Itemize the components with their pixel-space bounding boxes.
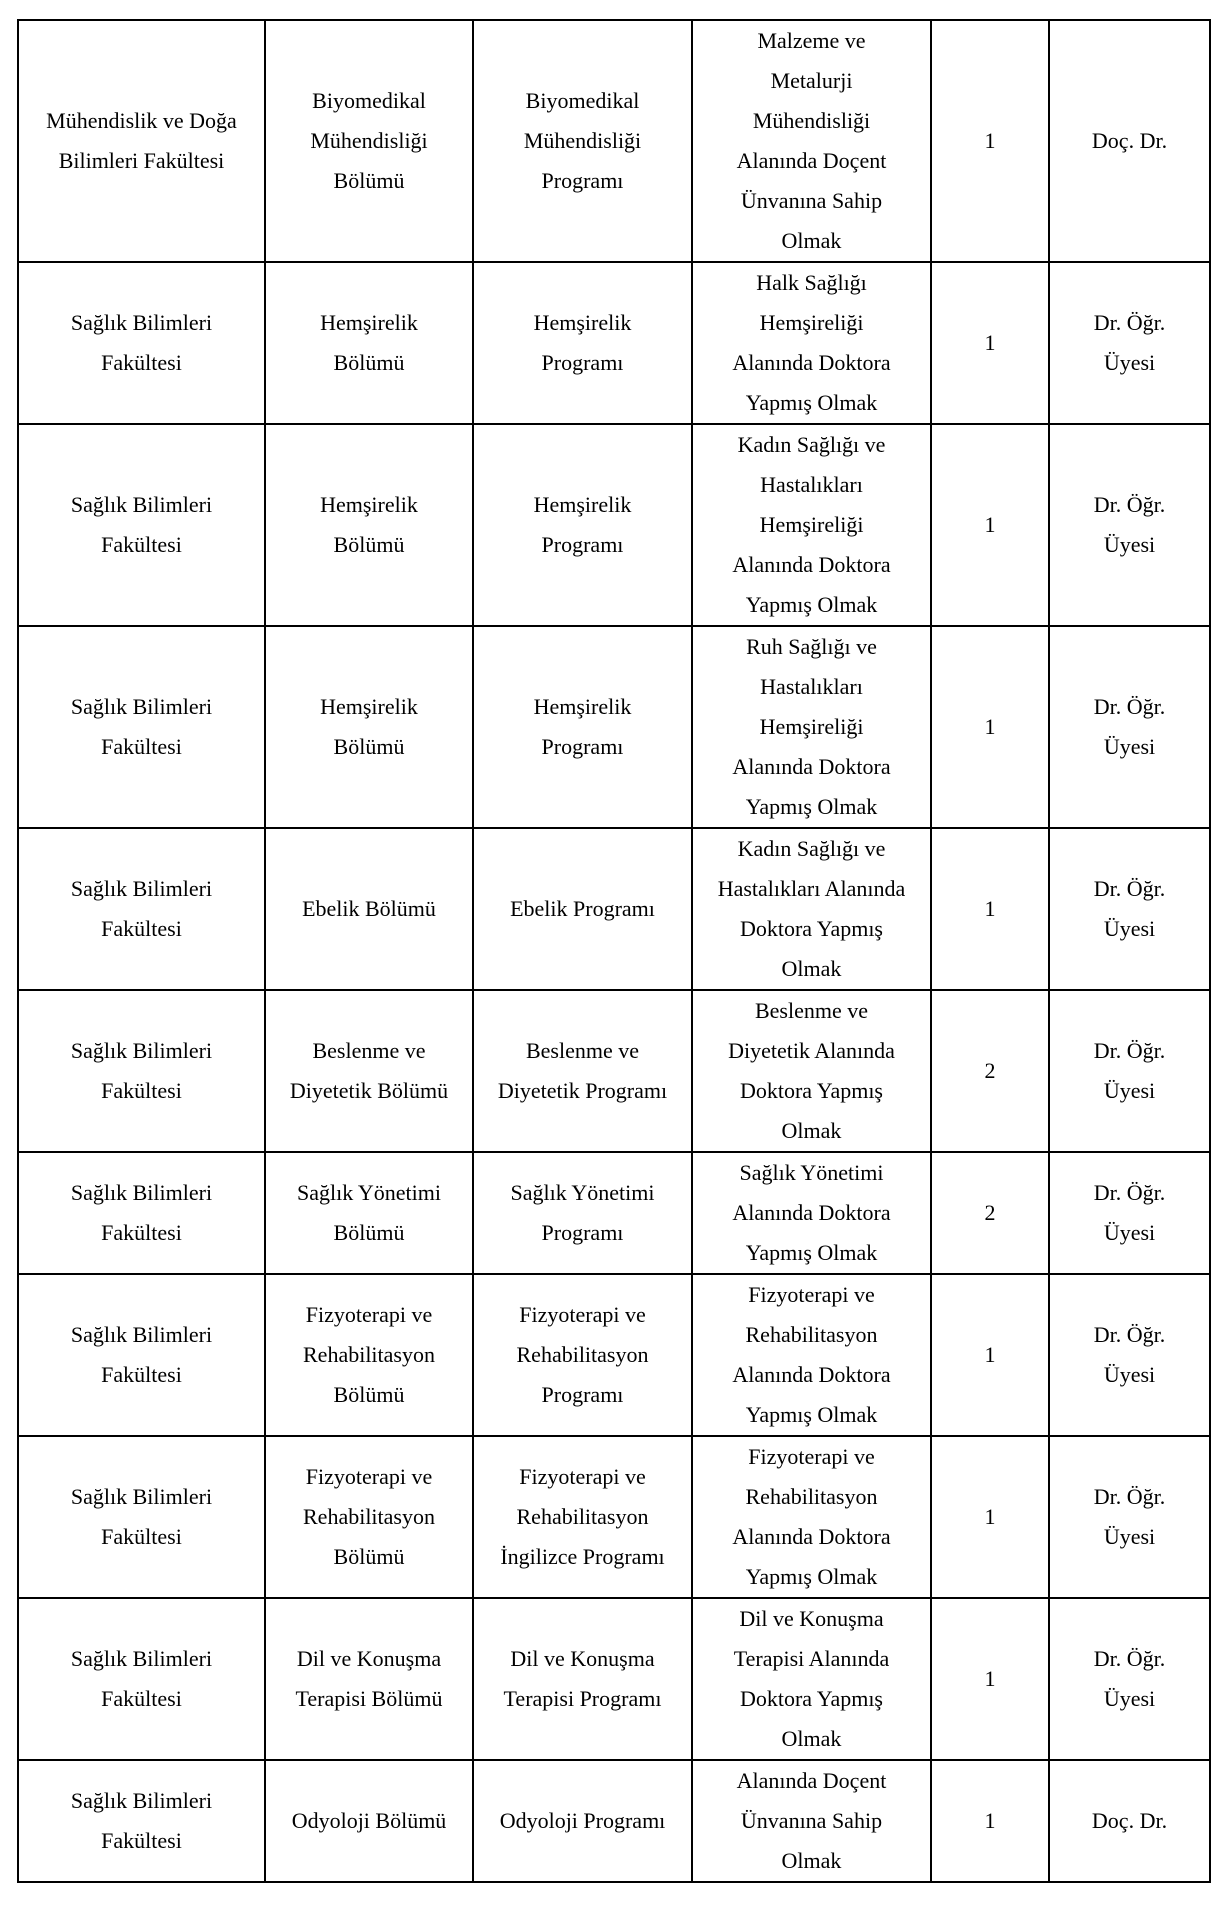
title-cell: Doç. Dr.	[1048, 19, 1211, 263]
table-row: Sağlık Bilimleri Fakültesi Sağlık Yönetim…	[17, 1151, 1211, 1275]
faculty-cell: Sağlık Bilimleri Fakültesi	[17, 1759, 266, 1883]
count-cell: 1	[930, 261, 1050, 425]
table-row: Sağlık Bilimleri Fakültesi Fizyoterapi ve…	[17, 1435, 1211, 1599]
faculty-cell: Sağlık Bilimleri Fakültesi	[17, 625, 266, 829]
department-cell: Biyomedikal Mühendisliği Bölümü	[264, 19, 474, 263]
requirement-cell: Dil ve Konuşma Terapisi Alanında Doktora…	[691, 1597, 932, 1761]
title-cell: Doç. Dr.	[1048, 1759, 1211, 1883]
faculty-cell: Sağlık Bilimleri Fakültesi	[17, 989, 266, 1153]
program-cell: Beslenme ve Diyetetik Programı	[472, 989, 693, 1153]
count-cell: 1	[930, 1435, 1050, 1599]
table-row: Sağlık Bilimleri Fakültesi Hemşirelik Böl…	[17, 423, 1211, 627]
count-cell: 1	[930, 1273, 1050, 1437]
requirement-cell: Halk Sağlığı Hemşireliği Alanında Doktor…	[691, 261, 932, 425]
count-cell: 1	[930, 1597, 1050, 1761]
table-row: Sağlık Bilimleri Fakültesi Beslenme ve Di…	[17, 989, 1211, 1153]
title-cell: Dr. Öğr. Üyesi	[1048, 1435, 1211, 1599]
title-cell: Dr. Öğr. Üyesi	[1048, 1151, 1211, 1275]
title-cell: Dr. Öğr. Üyesi	[1048, 989, 1211, 1153]
program-cell: Biyomedikal Mühendisliği Programı	[472, 19, 693, 263]
faculty-cell: Sağlık Bilimleri Fakültesi	[17, 1435, 266, 1599]
program-cell: Odyoloji Programı	[472, 1759, 693, 1883]
department-cell: Beslenme ve Diyetetik Bölümü	[264, 989, 474, 1153]
requirement-cell: Ruh Sağlığı ve Hastalıkları Hemşireliği …	[691, 625, 932, 829]
program-cell: Fizyoterapi ve Rehabilitasyon Programı	[472, 1273, 693, 1437]
faculty-cell: Sağlık Bilimleri Fakültesi	[17, 1151, 266, 1275]
program-cell: Ebelik Programı	[472, 827, 693, 991]
title-cell: Dr. Öğr. Üyesi	[1048, 827, 1211, 991]
faculty-cell: Sağlık Bilimleri Fakültesi	[17, 423, 266, 627]
table-row: Sağlık Bilimleri Fakültesi Hemşirelik Böl…	[17, 261, 1211, 425]
count-cell: 1	[930, 625, 1050, 829]
program-cell: Sağlık Yönetimi Programı	[472, 1151, 693, 1275]
department-cell: Hemşirelik Bölümü	[264, 261, 474, 425]
table-row: Sağlık Bilimleri Fakültesi Hemşirelik Böl…	[17, 625, 1211, 829]
count-cell: 2	[930, 989, 1050, 1153]
count-cell: 1	[930, 19, 1050, 263]
table-row: Sağlık Bilimleri Fakültesi Fizyoterapi ve…	[17, 1273, 1211, 1437]
title-cell: Dr. Öğr. Üyesi	[1048, 1273, 1211, 1437]
table-row: Sağlık Bilimleri Fakültesi Ebelik Bölümü E…	[17, 827, 1211, 991]
program-cell: Dil ve Konuşma Terapisi Programı	[472, 1597, 693, 1761]
department-cell: Fizyoterapi ve Rehabilitasyon Bölümü	[264, 1273, 474, 1437]
requirement-cell: Fizyoterapi ve Rehabilitasyon Alanında D…	[691, 1273, 932, 1437]
count-cell: 1	[930, 1759, 1050, 1883]
department-cell: Fizyoterapi ve Rehabilitasyon Bölümü	[264, 1435, 474, 1599]
table-row: Sağlık Bilimleri Fakültesi Dil ve Konuşma…	[17, 1597, 1211, 1761]
department-cell: Sağlık Yönetimi Bölümü	[264, 1151, 474, 1275]
faculty-cell: Mühendislik ve Doğa Bilimleri Fakültesi	[17, 19, 266, 263]
requirement-cell: Alanında Doçent Ünvanına Sahip Olmak	[691, 1759, 932, 1883]
program-cell: Hemşirelik Programı	[472, 423, 693, 627]
table-body: Mühendislik ve Doğa Bilimleri Fakültesi B…	[17, 19, 1211, 1883]
count-cell: 1	[930, 827, 1050, 991]
department-cell: Hemşirelik Bölümü	[264, 625, 474, 829]
requirement-cell: Kadın Sağlığı ve Hastalıkları Hemşireliğ…	[691, 423, 932, 627]
requirement-cell: Kadın Sağlığı ve Hastalıkları Alanında D…	[691, 827, 932, 991]
requirement-cell: Fizyoterapi ve Rehabilitasyon Alanında D…	[691, 1435, 932, 1599]
faculty-cell: Sağlık Bilimleri Fakültesi	[17, 827, 266, 991]
count-cell: 1	[930, 423, 1050, 627]
positions-table: Mühendislik ve Doğa Bilimleri Fakültesi B…	[17, 19, 1211, 1883]
department-cell: Ebelik Bölümü	[264, 827, 474, 991]
program-cell: Hemşirelik Programı	[472, 261, 693, 425]
title-cell: Dr. Öğr. Üyesi	[1048, 261, 1211, 425]
faculty-cell: Sağlık Bilimleri Fakültesi	[17, 1273, 266, 1437]
requirement-cell: Sağlık Yönetimi Alanında Doktora Yapmış …	[691, 1151, 932, 1275]
table-row: Mühendislik ve Doğa Bilimleri Fakültesi B…	[17, 19, 1211, 263]
requirement-cell: Beslenme ve Diyetetik Alanında Doktora Y…	[691, 989, 932, 1153]
title-cell: Dr. Öğr. Üyesi	[1048, 625, 1211, 829]
program-cell: Hemşirelik Programı	[472, 625, 693, 829]
faculty-cell: Sağlık Bilimleri Fakültesi	[17, 1597, 266, 1761]
requirement-cell: Malzeme ve Metalurji Mühendisliği Alanın…	[691, 19, 932, 263]
table-row: Sağlık Bilimleri Fakültesi Odyoloji Bölüm…	[17, 1759, 1211, 1883]
title-cell: Dr. Öğr. Üyesi	[1048, 423, 1211, 627]
faculty-cell: Sağlık Bilimleri Fakültesi	[17, 261, 266, 425]
program-cell: Fizyoterapi ve Rehabilitasyon İngilizce …	[472, 1435, 693, 1599]
department-cell: Hemşirelik Bölümü	[264, 423, 474, 627]
count-cell: 2	[930, 1151, 1050, 1275]
department-cell: Dil ve Konuşma Terapisi Bölümü	[264, 1597, 474, 1761]
title-cell: Dr. Öğr. Üyesi	[1048, 1597, 1211, 1761]
department-cell: Odyoloji Bölümü	[264, 1759, 474, 1883]
